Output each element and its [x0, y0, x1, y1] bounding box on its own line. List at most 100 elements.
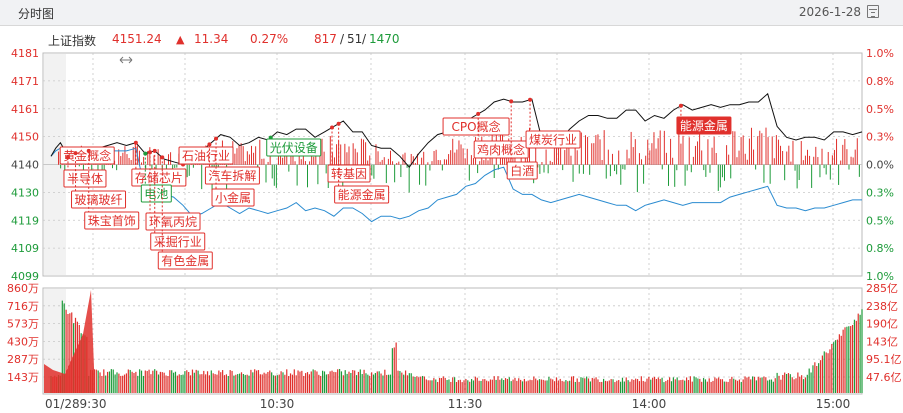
info-bar: 上证指数 4151.24 ▲ 11.34 0.27% 817 / 51 / 14… [0, 27, 903, 49]
annotation-dot [148, 150, 153, 155]
annotation-box [59, 146, 115, 165]
price-axis-label: 4161 [11, 103, 39, 116]
volume-axis-label: 716万 [7, 300, 39, 313]
annotation-box [150, 232, 206, 251]
annotation-dot [509, 99, 514, 104]
turnover-axis-label: 285亿 [866, 282, 898, 295]
annotation-label: 汽车拆解 [208, 168, 256, 183]
turnover-axis-label: 95.1亿 [866, 353, 902, 366]
annotation-dot [214, 136, 219, 141]
annotation-box [157, 251, 213, 270]
annotation-label: 电池 [144, 187, 168, 201]
calendar-icon[interactable] [867, 5, 879, 18]
separator: / [340, 32, 345, 46]
pct-axis-label: 0.5% [866, 214, 894, 227]
annotation-label: 煤炭行业 [529, 133, 577, 147]
annotation-label: 小金属 [215, 190, 251, 205]
annotation-dot [336, 121, 341, 126]
volume-axis-label: 573万 [7, 318, 39, 331]
pct-axis-label: 1.0% [866, 47, 894, 60]
annotation-label: 珠宝首饰 [88, 214, 136, 228]
separator: / [362, 32, 367, 46]
annotation-box [140, 184, 172, 203]
annotation-label: 玻璃玻纤 [75, 193, 123, 207]
annotation-box [178, 146, 234, 165]
annotation-box [266, 138, 322, 157]
annotation-dot [152, 148, 157, 153]
expand-icon [119, 56, 133, 64]
annotation-label: 鸡肉概念 [477, 142, 525, 157]
annotation-label: 白酒 [510, 163, 534, 178]
price-axis-label: 4130 [11, 186, 39, 199]
pct-axis-label: 0.3% [866, 131, 894, 144]
annotation-dot [528, 97, 533, 102]
price-axis-label: 4119 [11, 214, 39, 227]
annotation-label: 半导体 [67, 172, 103, 186]
date-label: 2026-1-28 [798, 5, 861, 19]
annotation-box [334, 185, 390, 204]
price-axis-label: 4181 [11, 47, 39, 60]
volume-axis-label: 143万 [7, 371, 39, 384]
volume-axis-label: 430万 [7, 335, 39, 348]
index-change-pct: 0.27% [250, 32, 289, 46]
annotation-box [473, 140, 529, 159]
turnover-axis-label: 190亿 [866, 318, 898, 331]
volume-axis-label: 287万 [7, 353, 39, 366]
advance-count: 817 [314, 32, 337, 46]
pct-axis-label: 0.8% [866, 242, 894, 255]
annotation-dot [133, 140, 138, 145]
time-axis-label: 11:30 [448, 397, 483, 411]
annotation-box [71, 190, 127, 209]
annotation-dot [476, 111, 481, 116]
chart-title: 分时图 [18, 7, 55, 21]
flat-count: 51 [347, 32, 363, 46]
annotation-label: 存储芯片 [135, 170, 183, 185]
annotation-dot [678, 103, 683, 108]
annotation-label: CPO概念 [452, 119, 501, 134]
price-axis-label: 4099 [11, 270, 39, 283]
title-bar: 分时图 2026-1-28 [0, 0, 903, 26]
annotation-label: 采掘行业 [154, 234, 202, 249]
pct-axis-label: 0.0% [866, 159, 894, 172]
up-arrow-icon: ▲ [176, 33, 185, 46]
annotation-box [506, 161, 538, 180]
annotation-dot [330, 125, 335, 130]
annotation-label: 能源金属 [680, 118, 728, 133]
time-axis-label: 10:30 [260, 397, 295, 411]
annotation-label: 石油行业 [182, 149, 230, 163]
time-axis-label: 01/28 [45, 397, 80, 411]
index-price: 4151.24 [112, 32, 162, 46]
annotation-dot [65, 155, 70, 160]
turnover-axis-label: 238亿 [866, 300, 898, 313]
annotation-label: 环氧丙烷 [149, 215, 197, 229]
decline-count: 1470 [369, 32, 400, 46]
pct-axis-label: 0.3% [866, 186, 894, 199]
annotation-dot [73, 151, 78, 156]
price-axis-label: 4140 [11, 159, 39, 172]
annotation-box [442, 117, 510, 136]
annotation-box [145, 212, 201, 231]
price-axis-label: 4171 [11, 75, 39, 88]
time-axis-label: 14:00 [632, 397, 667, 411]
annotation-label: 转基因 [331, 166, 367, 181]
volume-open-spike [44, 290, 95, 393]
annotation-label: 有色金属 [161, 253, 209, 268]
turnover-axis-label: 143亿 [866, 335, 898, 348]
annotation-label: 能源金属 [338, 187, 386, 202]
annotation-dot [207, 142, 212, 147]
turnover-axis-label: 47.6亿 [866, 371, 902, 384]
volume-axis-label: 860万 [7, 282, 39, 295]
index-name: 上证指数 [48, 34, 97, 48]
pct-axis-label: 0.5% [866, 103, 894, 116]
index-change: 11.34 [194, 32, 229, 46]
price-axis-label: 4150 [11, 131, 39, 144]
annotation-box [84, 211, 140, 230]
annotation-label: 光伏设备 [270, 141, 318, 155]
annotation-dot [86, 148, 91, 153]
annotation-box [204, 166, 260, 185]
time-axis-label: 9:30 [80, 397, 107, 411]
annotation-box [211, 188, 255, 207]
pct-axis-label: 1.0% [866, 270, 894, 283]
price-axis-label: 4109 [11, 242, 39, 255]
